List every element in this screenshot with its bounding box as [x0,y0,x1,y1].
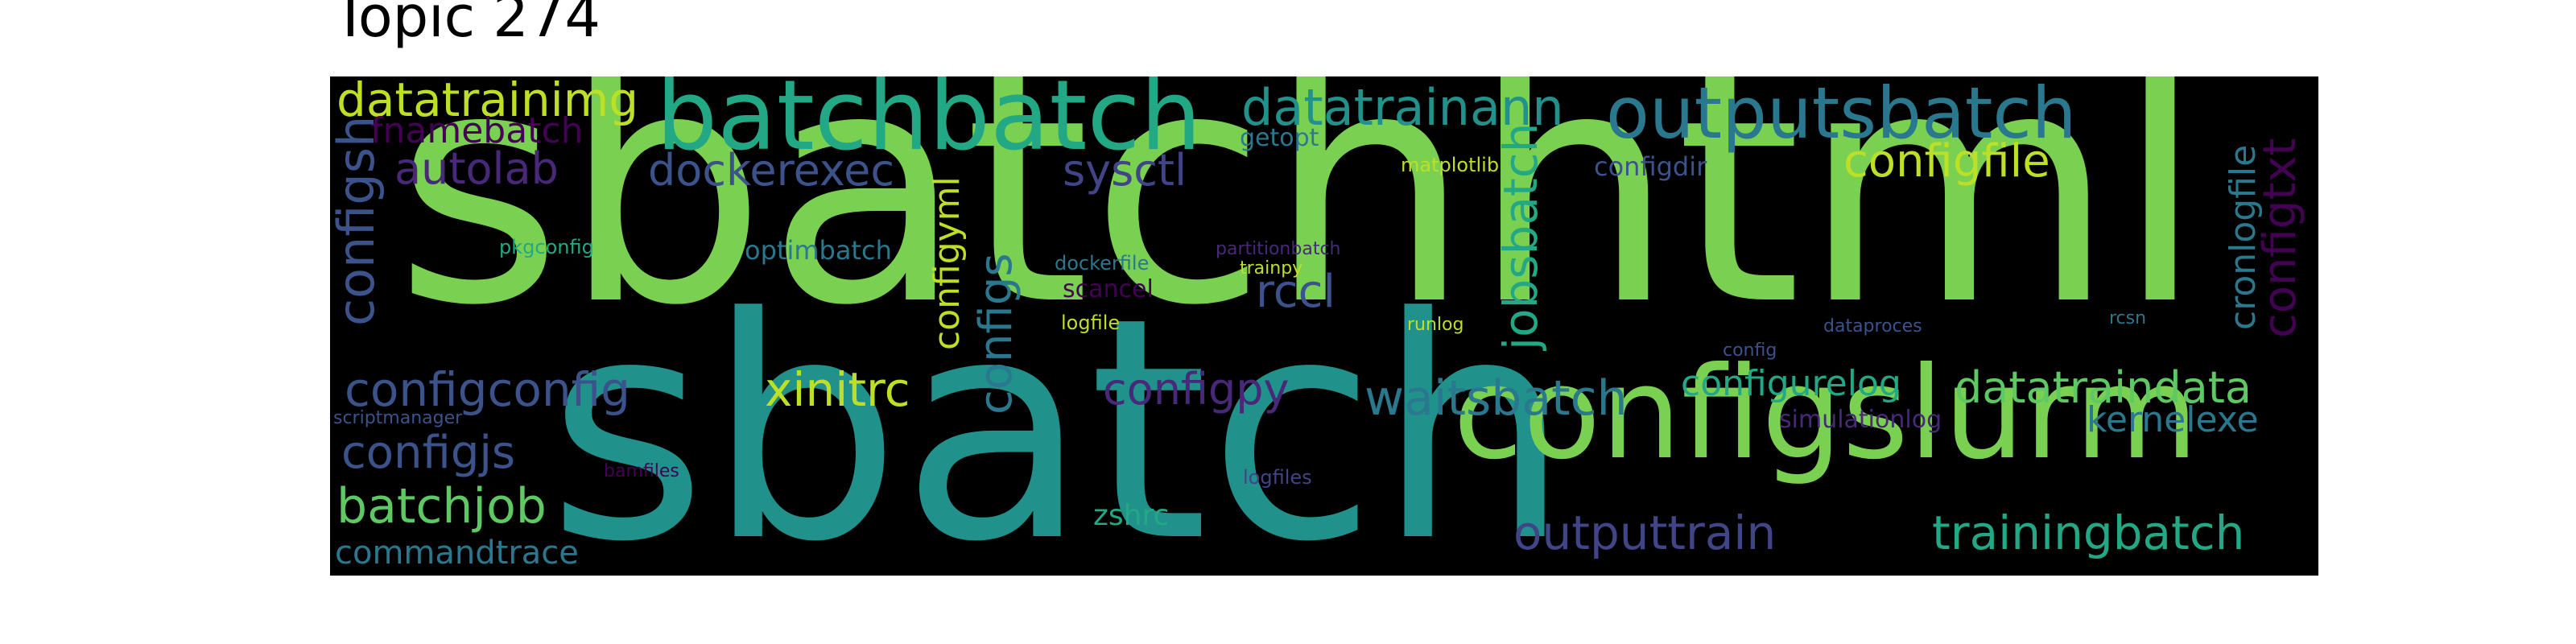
word-xinitrc: xinitrc [765,362,910,417]
word-outputsbatch: outputsbatch [1606,76,2077,155]
word-dataproces: dataproces [1823,316,1922,336]
word-cloud: sbatchhtml sbatch configslurm batchbatch… [330,76,2318,576]
word-configyml: configyml [927,176,968,350]
word-logfiles: logfiles [1243,466,1312,489]
word-sbatch: sbatch [547,252,1571,576]
word-configdir: configdir [1594,151,1707,182]
word-partitionbatch: partitionbatch [1216,239,1341,259]
word-configurelog: configurelog [1681,363,1901,404]
word-configpy: configpy [1103,364,1290,415]
word-zshrc: zshrc [1093,499,1170,532]
word-scriptmanager: scriptmanager [333,408,463,428]
word-rcsn: rcsn [2109,308,2147,328]
word-logfile: logfile [1061,312,1121,334]
word-configtxt: configtxt [2254,138,2306,338]
word-kernelexe: kernelexe [2087,399,2259,440]
word-configfile: configfile [1843,135,2050,188]
word-dockerfile: dockerfile [1055,252,1150,275]
word-commandtrace: commandtrace [335,535,579,572]
word-configs: configs [970,253,1022,415]
word-scancel: scancel [1063,275,1154,303]
word-batchjob: batchjob [336,478,547,535]
word-datatrainimg: datatrainimg [336,76,639,127]
word-datatrainann: datatrainann [1241,78,1564,137]
word-trainpy: trainpy [1240,258,1303,279]
word-optimbatch: optimbatch [745,235,892,266]
chart-title: Topic 274 [333,0,601,50]
word-outputtrain: outputtrain [1513,506,1777,560]
word-getopt: getopt [1240,124,1319,152]
word-waitsbatch: waitsbatch [1364,370,1628,427]
word-autolab: autolab [394,143,559,194]
word-datatraindata: datatraindata [1955,362,2252,413]
word-configsh: configsh [330,115,386,326]
word-matplotlib: matplotlib [1401,154,1500,176]
word-sbatchhtml: sbatchhtml [394,76,2205,376]
word-configslurm: configslurm [1453,340,2198,488]
word-rccl: rccl [1256,266,1335,318]
word-configconfig: configconfig [345,362,630,417]
word-bamfiles: bamfiles [604,461,679,481]
word-trainingbatch: trainingbatch [1932,506,2245,560]
word-pkgconfig: pkgconfig [499,236,594,258]
word-runlog: runlog [1407,315,1464,335]
word-sysctl: sysctl [1063,145,1187,196]
word-jobsbatch: jobsbatch [1493,122,1548,350]
word-config: config [1723,341,1777,361]
word-dockerexec: dockerexec [648,145,895,196]
word-configjs: configjs [341,427,516,479]
word-batchbatch: batchbatch [656,76,1202,172]
word-simulationlog: simulationlog [1779,406,1942,434]
word-fnamebatch: fnamebatch [370,110,584,151]
